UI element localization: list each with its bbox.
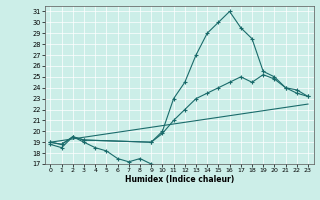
X-axis label: Humidex (Indice chaleur): Humidex (Indice chaleur) — [124, 175, 234, 184]
